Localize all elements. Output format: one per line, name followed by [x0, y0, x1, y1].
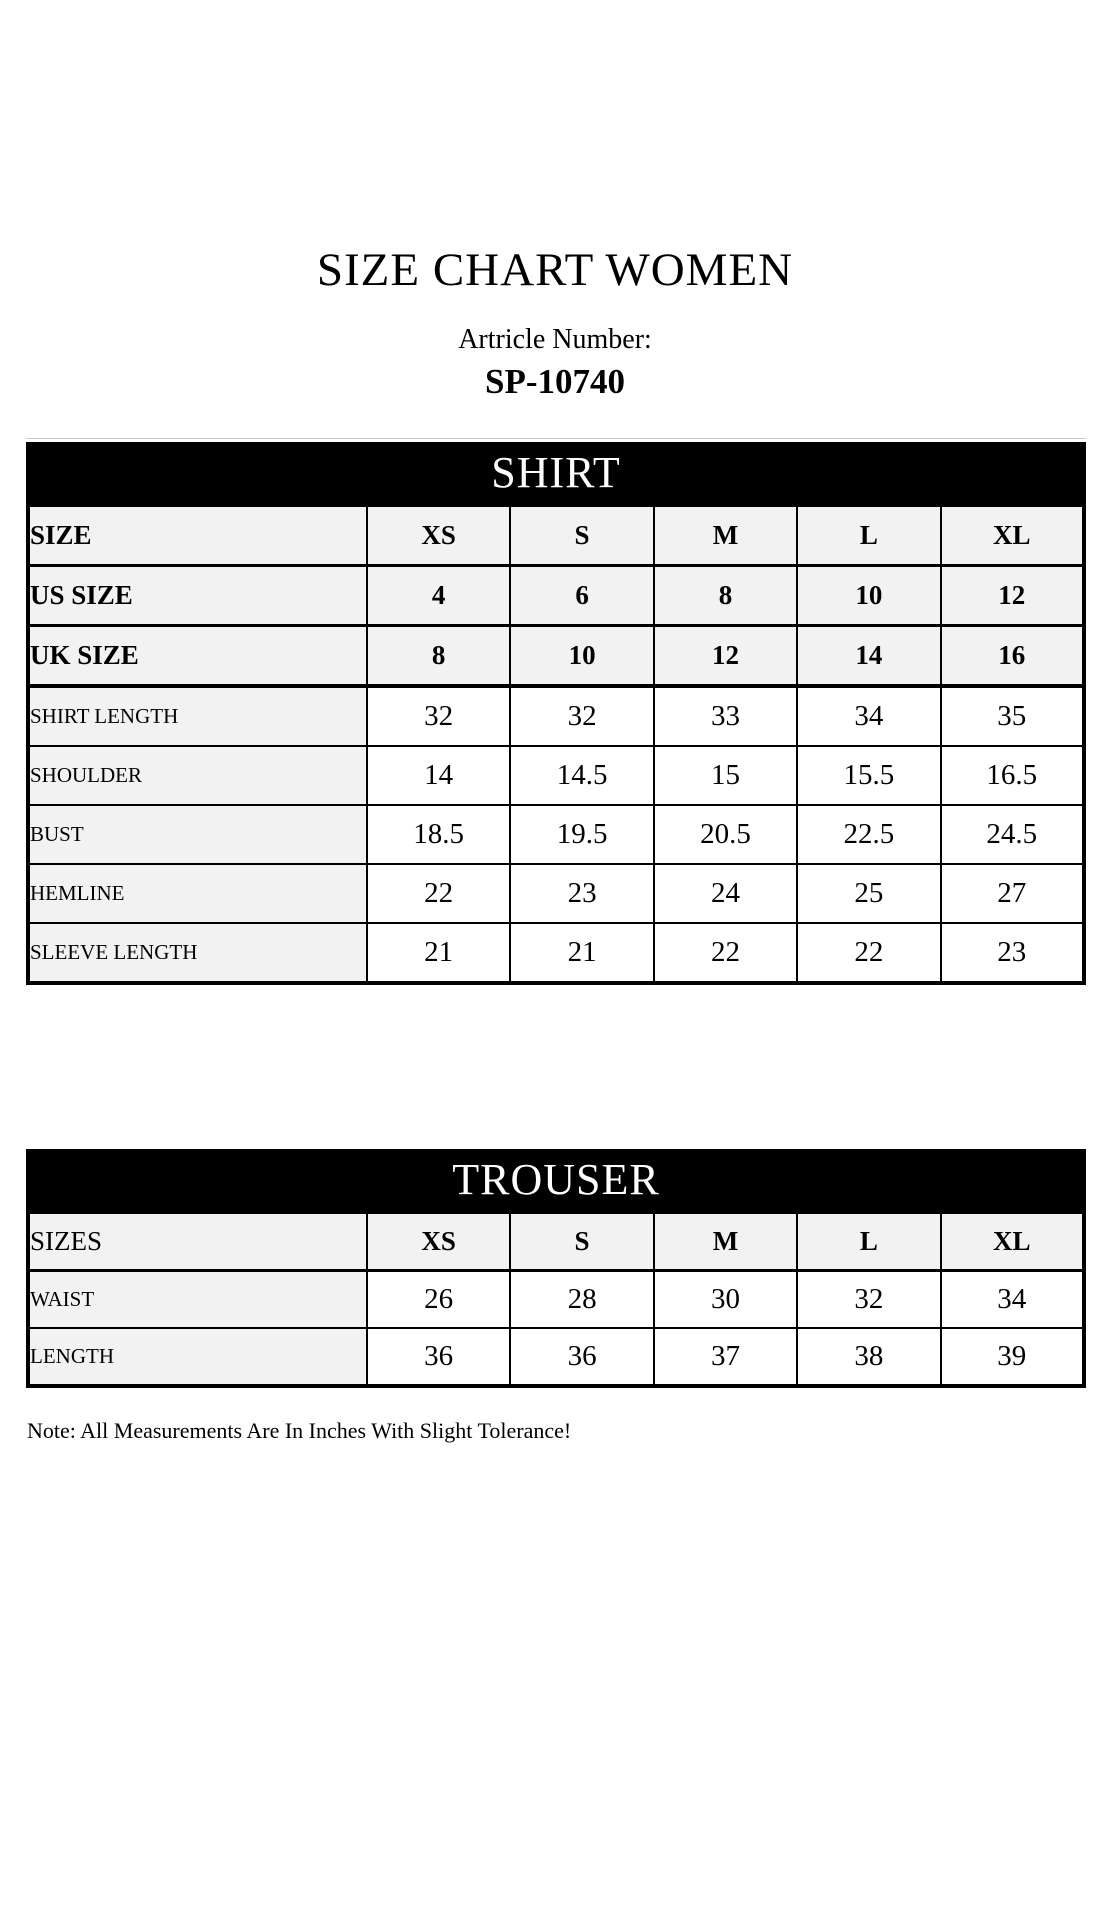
value-cell: 36 [365, 1327, 512, 1387]
value-cell: 24 [652, 863, 799, 924]
value-cell: S [509, 504, 655, 567]
shirt-table-title: SHIRT [26, 442, 1086, 503]
row-label: SLEEVE LENGTH [27, 922, 368, 984]
value-cell: 10 [509, 624, 655, 688]
value-cell: M [652, 1211, 799, 1272]
row-label: SIZE [27, 504, 368, 567]
value-cell: 22.5 [796, 804, 942, 865]
value-cell: 14 [365, 745, 512, 806]
value-cell: 15 [652, 745, 799, 806]
value-cell: 28 [509, 1269, 655, 1329]
value-cell: 15.5 [796, 745, 942, 806]
shirt-size-table: SIZE XS S M L XL US SIZE 4 6 8 10 12 UK SIZE 8 10 12 14 1… [26, 503, 1086, 985]
page-title: SIZE CHART WOMEN [316, 244, 794, 296]
table-row: BUST 18.5 19.5 20.5 22.5 24.5 [27, 804, 1086, 865]
value-cell: 34 [939, 1269, 1086, 1329]
article-number-label: Artricle Number: [458, 324, 652, 355]
row-label: SHOULDER [27, 745, 368, 806]
value-cell: 27 [939, 863, 1086, 924]
value-cell: XL [939, 504, 1086, 567]
article-number-value: SP-10740 [485, 362, 625, 401]
value-cell: 32 [509, 685, 655, 747]
value-cell: 22 [365, 863, 512, 924]
row-label: WAIST [27, 1269, 368, 1329]
value-cell: M [652, 504, 799, 567]
value-cell: 19.5 [509, 804, 655, 865]
value-cell: 37 [652, 1327, 799, 1387]
value-cell: 32 [365, 685, 512, 747]
trouser-size-table: SIZES XS S M L XL WAIST 26 28 30 32 34 LENGTH 36 36 37 3… [26, 1210, 1086, 1388]
value-cell: 21 [509, 922, 655, 984]
row-label: SIZES [27, 1211, 368, 1272]
table-row: WAIST 26 28 30 32 34 [27, 1269, 1086, 1329]
value-cell: 26 [365, 1269, 512, 1329]
value-cell: S [509, 1211, 655, 1272]
row-label: HEMLINE [27, 863, 368, 924]
value-cell: L [796, 504, 942, 567]
value-cell: 12 [939, 564, 1086, 627]
value-cell: 14 [796, 624, 942, 688]
value-cell: 24.5 [939, 804, 1086, 865]
value-cell: 35 [939, 685, 1086, 747]
value-cell: 25 [796, 863, 942, 924]
row-label: US SIZE [27, 564, 368, 627]
value-cell: 16.5 [939, 745, 1086, 806]
trouser-table-title: TROUSER [26, 1149, 1086, 1210]
table-row: UK SIZE 8 10 12 14 16 [27, 624, 1086, 688]
table-row: SIZES XS S M L XL [27, 1211, 1086, 1272]
value-cell: 22 [796, 922, 942, 984]
table-row: LENGTH 36 36 37 38 39 [27, 1327, 1086, 1387]
value-cell: 30 [652, 1269, 799, 1329]
table-row: SHIRT LENGTH 32 32 33 34 35 [27, 685, 1086, 747]
value-cell: 12 [652, 624, 799, 688]
table-row: SIZE XS S M L XL [27, 504, 1086, 567]
table-row: SLEEVE LENGTH 21 21 22 22 23 [27, 922, 1086, 984]
table-row: SHOULDER 14 14.5 15 15.5 16.5 [27, 745, 1086, 806]
value-cell: 14.5 [509, 745, 655, 806]
value-cell: 10 [796, 564, 942, 627]
value-cell: 22 [652, 922, 799, 984]
row-label: UK SIZE [27, 624, 368, 688]
table-row: US SIZE 4 6 8 10 12 [27, 564, 1086, 627]
trouser-size-table-section: TROUSER SIZES XS S M L XL WAIST 26 28 30 32 34 LENGT… [26, 1149, 1086, 1388]
value-cell: 21 [365, 922, 512, 984]
value-cell: 32 [796, 1269, 942, 1329]
value-cell: XS [365, 504, 512, 567]
row-label: LENGTH [27, 1327, 368, 1387]
value-cell: XS [365, 1211, 512, 1272]
value-cell: XL [939, 1211, 1086, 1272]
value-cell: 36 [509, 1327, 655, 1387]
value-cell: 20.5 [652, 804, 799, 865]
value-cell: 6 [509, 564, 655, 627]
measurements-note: Note: All Measurements Are In Inches Wit… [27, 1418, 572, 1443]
value-cell: 8 [365, 624, 512, 688]
value-cell: 38 [796, 1327, 942, 1387]
row-label: SHIRT LENGTH [27, 685, 368, 747]
value-cell: 33 [652, 685, 799, 747]
value-cell: 23 [509, 863, 655, 924]
value-cell: 39 [939, 1327, 1086, 1387]
size-chart-page: { "page": { "title": "SIZE CHART WOMEN",… [0, 246, 1110, 1911]
value-cell: L [796, 1211, 942, 1272]
value-cell: 16 [939, 624, 1086, 688]
row-label: BUST [27, 804, 368, 865]
table-row: HEMLINE 22 23 24 25 27 [27, 863, 1086, 924]
value-cell: 34 [796, 685, 942, 747]
value-cell: 4 [365, 564, 512, 627]
value-cell: 18.5 [365, 804, 512, 865]
value-cell: 8 [652, 564, 799, 627]
shirt-size-table-section: SHIRT SIZE XS S M L XL US SIZE 4 6 8 10 12 UK SIZE 8 1… [26, 438, 1086, 985]
value-cell: 23 [939, 922, 1086, 984]
